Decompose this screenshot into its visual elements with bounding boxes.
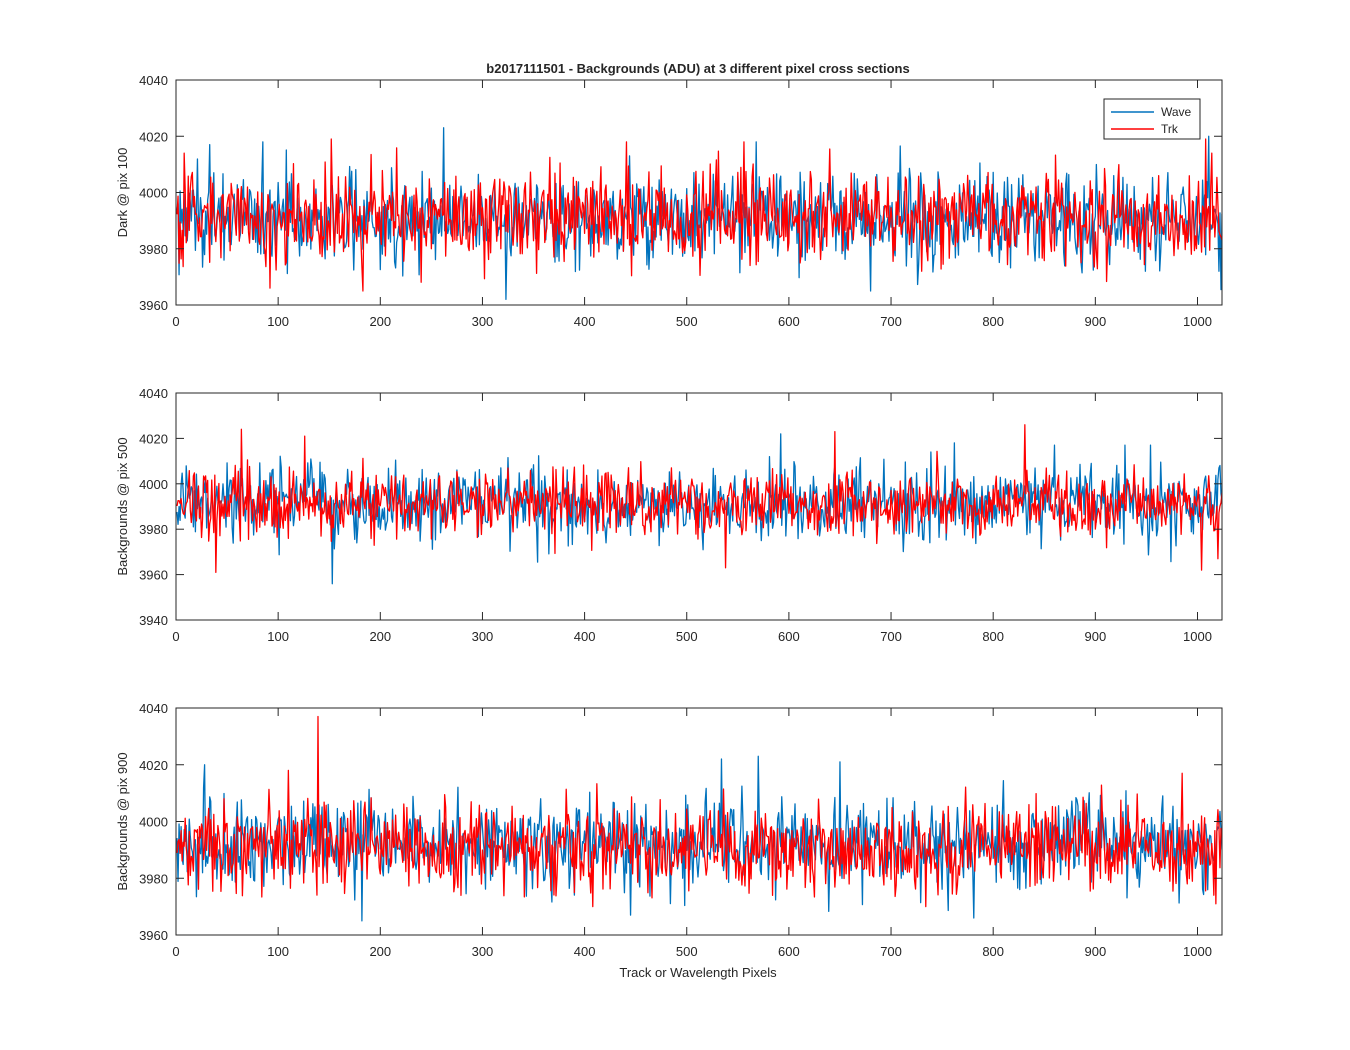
y-tick-label: 4000	[139, 815, 168, 830]
x-tick-label: 300	[472, 944, 494, 959]
x-tick-label: 1000	[1183, 314, 1212, 329]
x-tick-label: 1000	[1183, 629, 1212, 644]
x-tick-label: 900	[1084, 314, 1106, 329]
series-line-wave	[176, 127, 1222, 301]
series-line-trk	[176, 424, 1222, 573]
x-tick-label: 400	[574, 629, 596, 644]
series-line-trk	[176, 138, 1222, 292]
y-axis-label: Dark @ pix 100	[115, 148, 130, 238]
x-tick-label: 600	[778, 944, 800, 959]
y-tick-label: 4020	[139, 129, 168, 144]
y-tick-label: 3960	[139, 928, 168, 943]
x-tick-label: 100	[267, 944, 289, 959]
x-tick-label: 200	[369, 629, 391, 644]
x-tick-label: 300	[472, 314, 494, 329]
subplot-3: 0 100 200 300 400 500 600 700 800 900 1000 3960 3980…	[115, 701, 1223, 959]
x-tick-label: 500	[676, 314, 698, 329]
series-line-trk	[176, 715, 1222, 908]
x-tick-label: 400	[574, 944, 596, 959]
y-tick-label: 4040	[139, 386, 168, 401]
legend-label-trk: Trk	[1161, 122, 1179, 136]
x-tick-label: 600	[778, 314, 800, 329]
x-tick-label: 700	[880, 314, 902, 329]
y-tick-label: 3980	[139, 871, 168, 886]
y-tick-label: 4040	[139, 701, 168, 716]
axes-box	[175, 392, 1223, 621]
x-tick-label: 800	[982, 629, 1004, 644]
y-tick-label: 3960	[139, 568, 168, 583]
y-tick-label: 4000	[139, 477, 168, 492]
y-tick-label: 3980	[139, 242, 168, 257]
y-tick-label: 3960	[139, 298, 168, 313]
x-tick-label: 0	[172, 629, 179, 644]
x-tick-label: 300	[472, 629, 494, 644]
x-tick-label: 600	[778, 629, 800, 644]
y-tick-label: 4040	[139, 73, 168, 88]
x-tick-label: 800	[982, 944, 1004, 959]
y-tick-label: 3940	[139, 613, 168, 628]
x-tick-label: 900	[1084, 629, 1106, 644]
x-tick-label: 200	[369, 944, 391, 959]
y-tick-label: 3980	[139, 522, 168, 537]
y-tick-label: 4000	[139, 186, 168, 201]
x-tick-label: 100	[267, 314, 289, 329]
x-tick-label: 900	[1084, 944, 1106, 959]
y-axis-label: Backgrounds @ pix 500	[115, 437, 130, 575]
x-tick-label: 1000	[1183, 944, 1212, 959]
x-tick-label: 100	[267, 629, 289, 644]
y-axis-label: Backgrounds @ pix 900	[115, 752, 130, 890]
legend-label-wave: Wave	[1161, 105, 1192, 119]
x-tick-label: 400	[574, 314, 596, 329]
x-tick-label: 0	[172, 944, 179, 959]
x-tick-label: 800	[982, 314, 1004, 329]
y-tick-label: 4020	[139, 431, 168, 446]
x-tick-label: 500	[676, 629, 698, 644]
legend: Wave Trk	[1103, 98, 1201, 140]
subplot-1: 0 100 200 300 400 500 600 700 800 900 1000 3960 3980…	[115, 73, 1223, 329]
subplot-2: 0 100 200 300 400 500 600 700 800 900 1000 3940 3960…	[115, 386, 1223, 644]
x-tick-label: 0	[172, 314, 179, 329]
x-tick-label: 700	[880, 944, 902, 959]
legend-box	[1103, 98, 1201, 140]
x-axis-label: Track or Wavelength Pixels	[619, 965, 777, 980]
x-tick-label: 200	[369, 314, 391, 329]
x-tick-label: 700	[880, 629, 902, 644]
x-tick-label: 500	[676, 944, 698, 959]
figure-title: b2017111501 - Backgrounds (ADU) at 3 dif…	[486, 61, 909, 76]
subplots: 0 100 200 300 400 500 600 700 800 900 100039603980…	[115, 73, 1223, 959]
y-tick-label: 4020	[139, 758, 168, 773]
